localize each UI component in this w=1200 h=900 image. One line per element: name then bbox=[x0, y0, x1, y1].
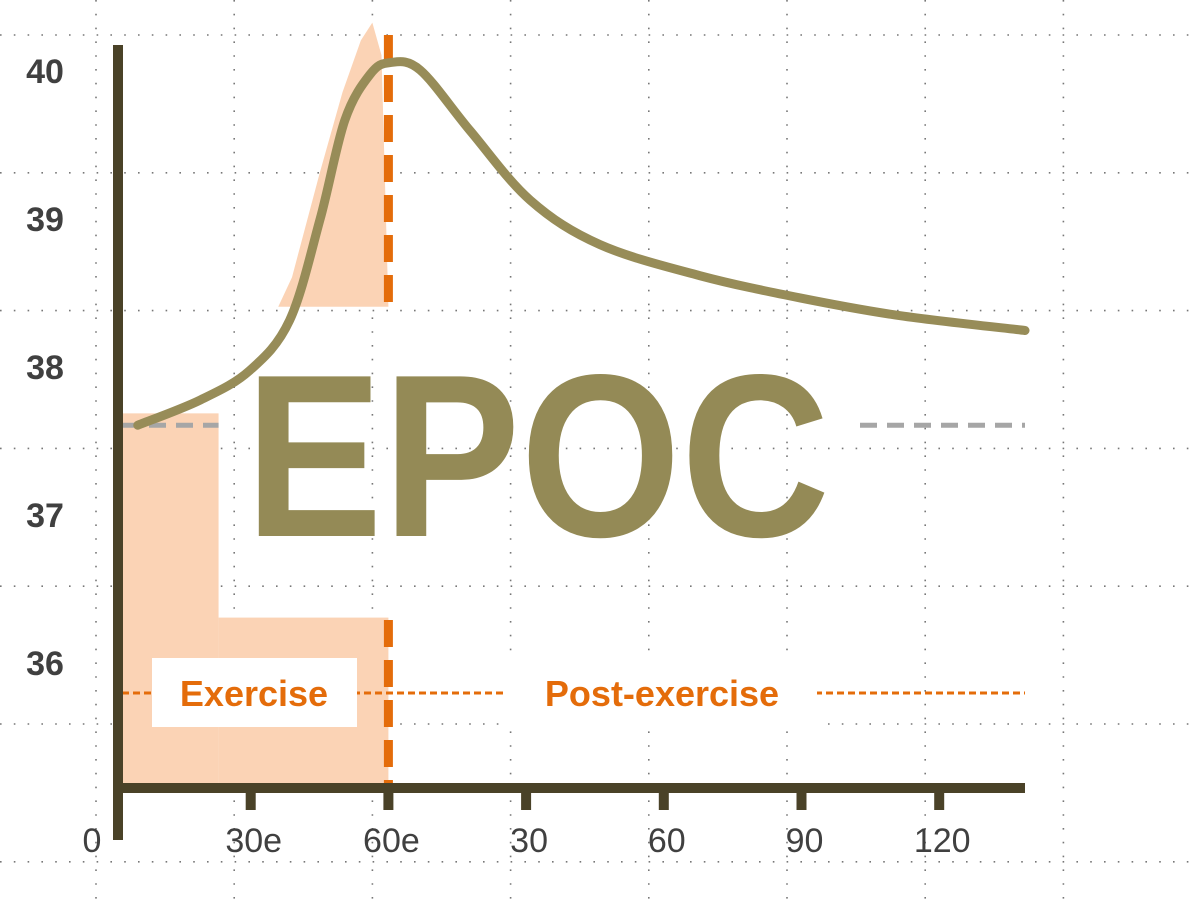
x-tick-label: 60 bbox=[648, 822, 686, 860]
x-tick-label: 60e bbox=[363, 822, 420, 860]
chart-title: EPOC bbox=[245, 327, 830, 586]
axes bbox=[113, 45, 1025, 840]
y-tick-labels: 40 39 38 37 36 bbox=[26, 53, 64, 683]
x-origin-label: 0 bbox=[83, 822, 102, 860]
y-tick-label: 36 bbox=[26, 645, 64, 683]
y-tick-label: 40 bbox=[26, 53, 64, 91]
exercise-label-box bbox=[152, 658, 357, 727]
exercise-label: Exercise bbox=[180, 673, 328, 714]
shaded-region bbox=[122, 413, 219, 788]
x-tick-label: 30 bbox=[510, 822, 548, 860]
post-exercise-label-box bbox=[505, 660, 817, 726]
y-tick-label: 37 bbox=[26, 497, 64, 535]
x-tick-labels: 30e 60e 30 60 90 120 0 bbox=[83, 822, 971, 860]
post-exercise-label: Post-exercise bbox=[545, 673, 779, 714]
y-tick-label: 39 bbox=[26, 201, 64, 239]
y-tick-label: 38 bbox=[26, 349, 64, 387]
x-tick-label: 30e bbox=[225, 822, 282, 860]
x-tick-label: 90 bbox=[786, 822, 824, 860]
x-tick-label: 120 bbox=[914, 822, 971, 860]
temperature-curve bbox=[133, 57, 1030, 430]
phase-annotations: Exercise Post-exercise bbox=[122, 658, 1025, 727]
